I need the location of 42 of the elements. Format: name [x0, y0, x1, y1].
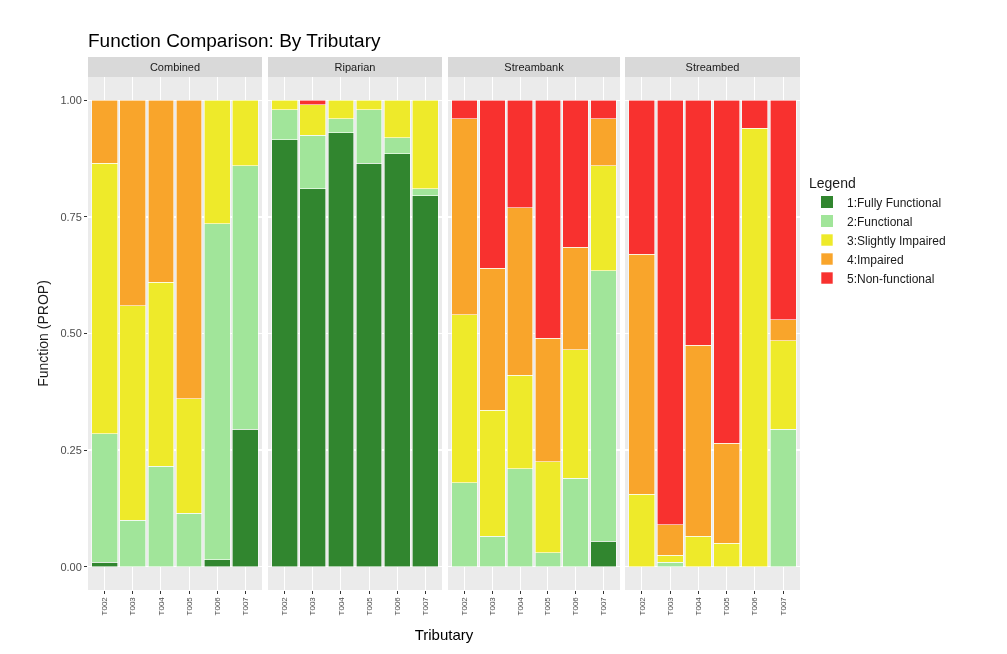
x-tick-label: T006: [750, 596, 760, 616]
legend-label: 4:Impaired: [847, 252, 904, 267]
y-tick-label: 0.25: [60, 443, 82, 456]
y-tick-label: 0.50: [60, 327, 82, 340]
x-tick-label: T005: [543, 596, 553, 616]
x-tick-label: T004: [156, 596, 166, 616]
x-axis-title: Tributary: [414, 626, 474, 643]
y-tick-label: 1.00: [60, 94, 82, 107]
x-tick-label: T007: [778, 596, 788, 616]
x-tick-label: T006: [212, 596, 222, 616]
x-tick-label: T004: [336, 596, 346, 616]
x-tick-label: T007: [240, 596, 250, 616]
x-tick-label: T002: [460, 596, 470, 616]
chart-title: Streambed: [685, 60, 740, 73]
x-tick-label: T006: [571, 596, 581, 616]
legend-title: Legend: [809, 174, 856, 191]
y-tick-label: 0.00: [60, 560, 82, 573]
legend-label: 1:Fully Functional: [847, 195, 942, 210]
x-tick-label: T005: [364, 596, 374, 616]
x-tick-label: T002: [280, 596, 290, 616]
x-tick-label: T003: [308, 596, 318, 616]
chart-title: Streambank: [504, 60, 565, 73]
y-axis-title: Function (PROP): [34, 280, 51, 387]
legend-label: 2:Functional: [847, 214, 913, 229]
y-tick-label: 0.75: [60, 210, 82, 223]
chart-title: Combined: [149, 60, 201, 73]
x-tick-label: T002: [637, 596, 647, 616]
x-tick-label: T005: [722, 596, 732, 616]
legend-label: 3:Slightly Impaired: [847, 233, 946, 248]
x-tick-label: T005: [184, 596, 194, 616]
x-tick-label: T002: [100, 596, 110, 616]
x-tick-label: T007: [420, 596, 430, 616]
x-tick-label: T006: [392, 596, 402, 616]
x-tick-label: T003: [487, 596, 497, 616]
x-tick-label: T004: [693, 596, 703, 616]
text: Function Comparison: By Tributary: [88, 30, 381, 52]
x-tick-label: T007: [598, 596, 608, 616]
x-tick-label: T003: [665, 596, 675, 616]
x-tick-label: T004: [515, 596, 525, 616]
x-tick-label: T003: [128, 596, 138, 616]
legend-label: 5:Non-functional: [847, 271, 935, 286]
chart-title: Riparian: [334, 60, 376, 73]
